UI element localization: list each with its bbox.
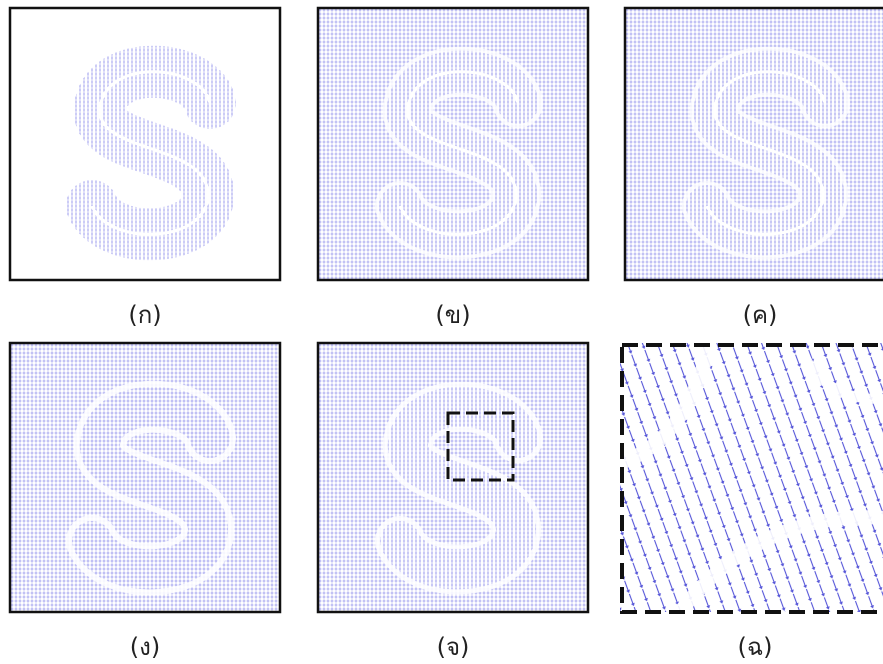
panel-b <box>318 8 588 280</box>
panel-label: (ค) <box>743 301 778 329</box>
panel-c <box>625 8 883 280</box>
panel-a <box>10 8 280 280</box>
panel-d <box>10 343 280 612</box>
panel-f <box>620 343 883 612</box>
panel-label: (ง) <box>130 633 160 661</box>
panel-label: (ฉ) <box>737 633 772 661</box>
panel-e <box>318 343 588 612</box>
panel-label: (ก) <box>128 301 161 329</box>
figure: (ก) (ข) (ค) (ง) (จ) (ฉ) <box>0 0 883 664</box>
panel-label: (จ) <box>437 633 470 661</box>
panel-label: (ข) <box>435 301 470 329</box>
